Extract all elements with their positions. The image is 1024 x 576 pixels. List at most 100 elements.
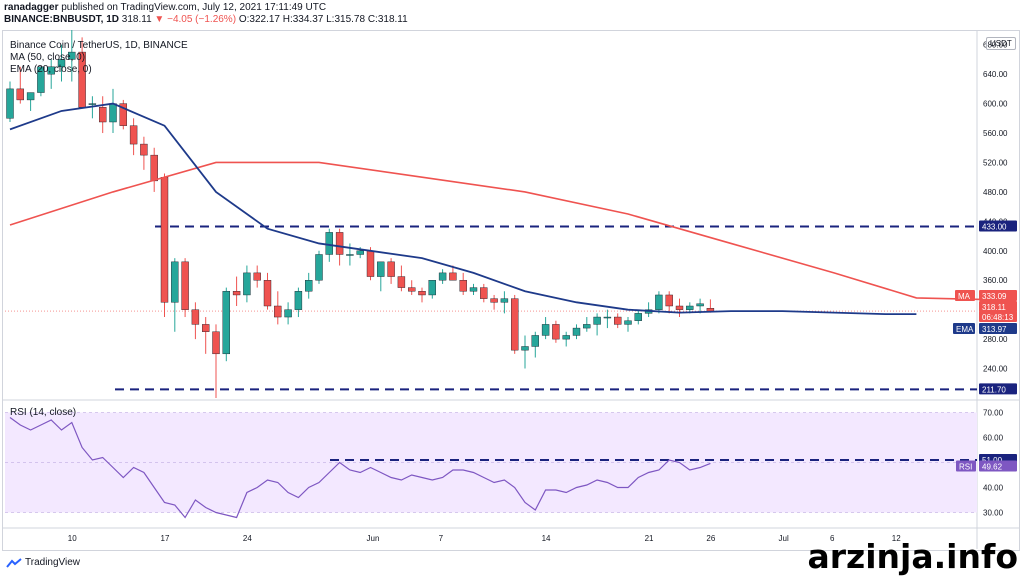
- ma-tag: MA: [958, 292, 971, 301]
- candle: [37, 66, 45, 97]
- time-tick-label: 14: [542, 534, 551, 543]
- candle-body: [634, 313, 642, 321]
- candle: [212, 324, 220, 398]
- rsi-line: [9, 417, 711, 519]
- candle-body: [418, 291, 426, 296]
- resistance-value-tag-bg: [979, 220, 1017, 232]
- candle: [129, 118, 138, 156]
- publisher-line: ranadagger published on TradingView.com,…: [4, 2, 326, 13]
- candle: [263, 272, 272, 310]
- candle-body: [655, 294, 663, 310]
- candle-body: [346, 254, 354, 256]
- ma-value-tag: 333.09: [982, 292, 1007, 301]
- price-change: ▼ −4.05 (−1.26%): [154, 14, 237, 25]
- tradingview-logo[interactable]: TradingView: [6, 557, 80, 568]
- candle-body: [675, 305, 684, 310]
- candle: [140, 136, 148, 170]
- candle-body: [552, 324, 560, 340]
- candle: [603, 309, 612, 329]
- last-price-tag-bg: [979, 301, 1017, 312]
- ema-value-tag: 313.97: [982, 325, 1007, 334]
- candle-body: [243, 272, 251, 296]
- candle-body: [201, 324, 210, 332]
- candle: [191, 302, 200, 340]
- countdown-tag-bg: [979, 311, 1017, 322]
- resistance-value-tag: 433.00: [982, 223, 1007, 232]
- candle-body: [572, 327, 581, 336]
- candle: [47, 59, 55, 89]
- rsi-tag-bg: [956, 460, 976, 472]
- candle: [490, 294, 498, 310]
- candle: [665, 291, 673, 314]
- candle: [181, 258, 189, 318]
- candle-body: [129, 125, 138, 145]
- candle: [366, 247, 375, 281]
- candle: [706, 299, 715, 313]
- candle-body: [511, 298, 519, 351]
- candle-body: [521, 346, 529, 351]
- time-tick-label: 6: [830, 534, 835, 543]
- candle: [418, 287, 426, 303]
- candle-body: [603, 316, 612, 319]
- candle: [696, 298, 704, 314]
- candle: [68, 30, 76, 82]
- chart-title: Binance Coin / TetherUS, 1D, BINANCE: [10, 40, 188, 51]
- time-tick-label: 24: [243, 534, 252, 543]
- currency-button[interactable]: USDT: [986, 37, 1016, 50]
- candle: [624, 317, 632, 332]
- rsi-tick-label: 70.00: [983, 409, 1004, 418]
- candle-body: [449, 272, 457, 281]
- candle-body: [686, 305, 694, 310]
- candle-body: [294, 291, 303, 310]
- price-tick-label: 600.00: [983, 100, 1008, 109]
- candle: [387, 258, 395, 284]
- candle-body: [438, 272, 447, 281]
- candle: [274, 291, 282, 325]
- candle: [294, 287, 303, 318]
- candle: [98, 96, 107, 134]
- candle-body: [356, 250, 364, 255]
- candle: [521, 335, 529, 369]
- time-tick-label: 10: [68, 534, 77, 543]
- candle-body: [428, 280, 436, 296]
- ema-tag-bg: [953, 323, 975, 334]
- candle: [26, 92, 35, 111]
- candle: [675, 298, 684, 318]
- candle: [57, 44, 66, 82]
- price-tick-label: 360.00: [983, 276, 1008, 285]
- candle-body: [562, 335, 570, 340]
- candle-body: [150, 154, 158, 182]
- candle: [109, 88, 117, 134]
- candle-body: [181, 261, 189, 310]
- price-tick-label: 640.00: [983, 70, 1008, 79]
- time-tick-label: 7: [439, 534, 444, 543]
- candle-body: [88, 103, 97, 105]
- rsi-tick-label: 60.00: [983, 434, 1004, 443]
- author-name: ranadagger: [4, 2, 59, 13]
- ohlc-values: O:322.17 H:334.37 L:315.78 C:318.11: [238, 14, 408, 25]
- candle-body: [541, 324, 550, 336]
- price-tick-label: 400.00: [983, 247, 1008, 256]
- candle: [644, 302, 653, 318]
- candle-body: [531, 335, 539, 347]
- candle-body: [16, 88, 24, 101]
- candle: [634, 309, 642, 325]
- candle: [541, 317, 550, 340]
- candle: [397, 265, 406, 292]
- candle: [160, 173, 169, 318]
- ma-tag-bg: [955, 290, 975, 301]
- candle-body: [37, 66, 45, 93]
- ema-tag: EMA: [956, 325, 974, 334]
- candle-body: [480, 287, 488, 299]
- tradingview-icon: [6, 557, 22, 568]
- candle-body: [222, 291, 231, 355]
- candle: [243, 265, 251, 303]
- chart-frame: [2, 30, 1020, 551]
- published-info: published on TradingView.com, July 12, 2…: [61, 2, 327, 13]
- time-tick-label: 17: [161, 534, 170, 543]
- rsi-tick-label: 30.00: [983, 509, 1004, 518]
- candle: [315, 250, 323, 284]
- candle-body: [500, 298, 509, 303]
- time-tick-label: Jun: [367, 534, 380, 543]
